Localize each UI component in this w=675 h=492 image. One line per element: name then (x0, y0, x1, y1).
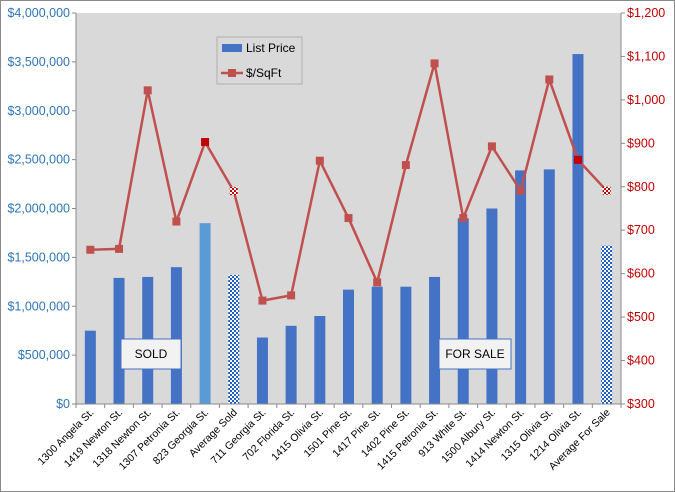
marker-price-per-sqft (287, 291, 296, 300)
right-axis-tick-label: $900 (627, 136, 655, 150)
legend-label-list-price: List Price (246, 41, 296, 55)
marker-price-per-sqft (115, 244, 124, 253)
bar-list-price (84, 330, 96, 404)
left-axis-tick-label: $0 (56, 397, 70, 411)
marker-price-per-sqft (143, 86, 152, 95)
marker-price-per-sqft (516, 186, 525, 195)
marker-price-per-sqft (430, 59, 439, 68)
bar-list-price (228, 274, 240, 404)
marker-price-per-sqft (86, 245, 95, 254)
left-axis-tick-label: $2,500,000 (7, 153, 70, 167)
annotation-for-sale: FOR SALE (438, 338, 512, 370)
bar-list-price (515, 170, 527, 404)
marker-price-per-sqft (602, 186, 611, 195)
bar-list-price (285, 325, 297, 404)
line-series (86, 59, 611, 305)
marker-price-per-sqft (315, 156, 324, 165)
left-axis-tick-label: $3,500,000 (7, 55, 70, 69)
bar-list-price (199, 223, 211, 404)
left-axis-tick-label: $500,000 (18, 348, 70, 362)
marker-price-per-sqft (229, 187, 238, 196)
left-axis-tick-label: $1,500,000 (7, 250, 70, 264)
legend-label-price-per-sqft: $/SqFt (246, 66, 282, 80)
marker-price-per-sqft (258, 296, 267, 305)
right-axis-tick-label: $800 (627, 180, 655, 194)
bar-list-price (457, 218, 469, 404)
bar-list-price (371, 286, 383, 404)
legend: List Price $/SqFt (216, 36, 303, 85)
right-axis-tick-label: $400 (627, 354, 655, 368)
right-axis: $300 $400 $500 $600 $700 $800 $900 $1,000 $1,100… (620, 6, 665, 411)
annotation-sold-box (120, 338, 182, 370)
annotation-for-sale-box (438, 338, 512, 370)
left-axis: $0 $500,000 $1,000,000 $1,500,000 $2,000,000… (7, 6, 77, 411)
bar-list-price (543, 169, 555, 404)
left-axis-tick-label: $2,000,000 (7, 202, 70, 216)
marker-price-per-sqft (401, 161, 410, 170)
right-axis-tick-label: $600 (627, 267, 655, 281)
bar-list-price (343, 289, 354, 404)
marker-price-per-sqft (545, 75, 554, 84)
bar-list-price (314, 316, 326, 404)
marker-price-per-sqft (373, 278, 382, 287)
marker-price-per-sqft (487, 142, 496, 151)
right-axis-tick-label: $700 (627, 223, 655, 237)
right-axis-tick-label: $1,000 (627, 93, 665, 107)
marker-price-per-sqft (344, 214, 353, 223)
left-axis-tick-label: $1,000,000 (7, 299, 70, 313)
bar-list-price (113, 277, 125, 404)
annotation-sold-label: SOLD (135, 347, 168, 361)
annotation-for-sale-label: FOR SALE (445, 347, 504, 361)
bar-list-price (400, 286, 412, 404)
left-axis-tick-label: $3,000,000 (7, 104, 70, 118)
annotation-sold: SOLD (120, 338, 182, 370)
bar-list-price (572, 54, 584, 405)
x-axis: 1300 Angela St.1419 Newton St.1318 Newto… (36, 403, 622, 473)
marker-price-per-sqft (573, 155, 582, 164)
legend-marker-swatch (228, 69, 236, 77)
legend-bar-swatch (222, 44, 242, 52)
right-axis-tick-label: $1,100 (627, 49, 665, 63)
bar-list-price (256, 337, 268, 404)
bar-list-price (170, 267, 182, 404)
bar-list-price (486, 208, 498, 404)
marker-price-per-sqft (459, 214, 468, 223)
left-axis-tick-label: $4,000,000 (7, 6, 70, 20)
bar-list-price (429, 276, 441, 404)
right-axis-tick-label: $1,200 (627, 6, 665, 20)
bar-list-price (601, 245, 613, 404)
marker-price-per-sqft (172, 217, 181, 226)
right-axis-tick-label: $500 (627, 310, 655, 324)
marker-price-per-sqft (201, 138, 210, 147)
right-axis-tick-label: $300 (627, 397, 655, 411)
